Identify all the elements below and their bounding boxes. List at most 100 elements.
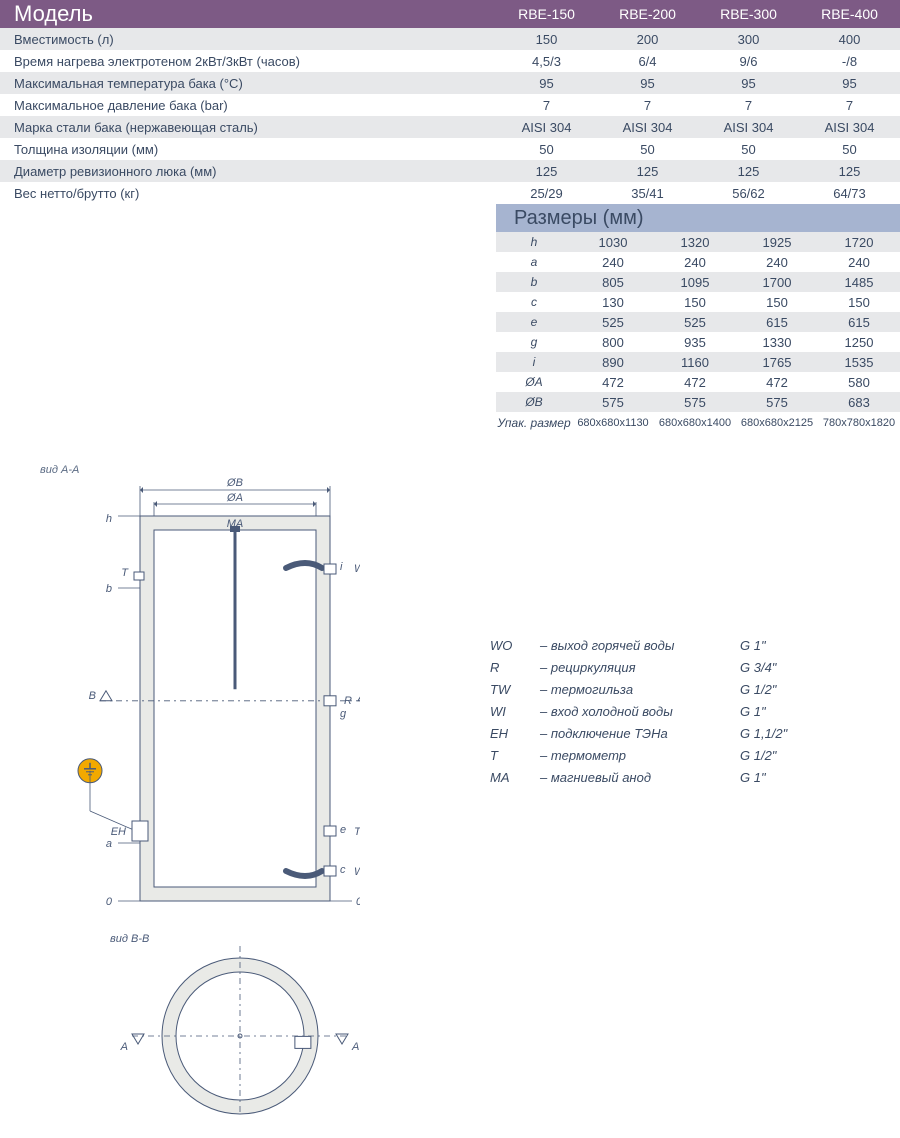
svg-text:g: g <box>340 708 347 720</box>
dims-cell: 1095 <box>654 275 736 290</box>
dims-cell: 683 <box>818 395 900 410</box>
spec-row: Толщина изоляции (мм)50505050 <box>0 138 900 160</box>
dims-cell: 1320 <box>654 235 736 250</box>
spec-cell: 95 <box>799 76 900 91</box>
dims-cell: 472 <box>736 375 818 390</box>
dims-cell: 150 <box>818 295 900 310</box>
svg-text:i: i <box>340 561 343 573</box>
legend-k: R <box>490 660 540 675</box>
dims-pack-cell: 780x780x1820 <box>818 417 900 429</box>
dims-cell: 240 <box>736 255 818 270</box>
diagram-column: вид A-A ØBØAMAhTbiWORgBBEHaeTWcWI00вид B… <box>0 464 360 1119</box>
spec-cell: 64/73 <box>799 186 900 201</box>
dims-table: Размеры (мм) h1030132019251720a240240240… <box>496 204 900 434</box>
dims-cell: 150 <box>736 295 818 310</box>
model-col-1: RBE-200 <box>597 6 698 22</box>
spec-row-label: Вместимость (л) <box>0 32 496 47</box>
svg-text:MA: MA <box>227 518 244 530</box>
dims-row: c130150150150 <box>496 292 900 312</box>
spec-cell: 50 <box>496 142 597 157</box>
dims-cell: 1925 <box>736 235 818 250</box>
legend-d: – выход горячей воды <box>540 638 740 653</box>
spec-cell: 35/41 <box>597 186 698 201</box>
spec-cell: 9/6 <box>698 54 799 69</box>
svg-text:A: A <box>351 1041 359 1053</box>
dims-row: b805109517001485 <box>496 272 900 292</box>
svg-text:A: A <box>120 1041 128 1053</box>
legend-k: TW <box>490 682 540 697</box>
dims-row: h1030132019251720 <box>496 232 900 252</box>
legend-k: EH <box>490 726 540 741</box>
legend-row: WO– выход горячей водыG 1" <box>490 634 900 656</box>
legend-t: G 1" <box>740 770 820 785</box>
dims-cell: 575 <box>572 395 654 410</box>
dims-cell: 472 <box>654 375 736 390</box>
spec-cell: 7 <box>496 98 597 113</box>
dims-cell: 1765 <box>736 355 818 370</box>
legend-row: WI– вход холодной водыG 1" <box>490 700 900 722</box>
spec-cell: 56/62 <box>698 186 799 201</box>
legend-t: G 1" <box>740 704 820 719</box>
dims-cell: 472 <box>572 375 654 390</box>
svg-text:e: e <box>340 824 346 836</box>
spec-cell: 300 <box>698 32 799 47</box>
dims-cell: 575 <box>654 395 736 410</box>
dims-body: h1030132019251720a240240240240b805109517… <box>496 232 900 434</box>
svg-text:EH: EH <box>111 826 126 838</box>
spec-cell: 50 <box>799 142 900 157</box>
spec-cell: 7 <box>698 98 799 113</box>
legend-t: G 1" <box>740 638 820 653</box>
spec-cell: 4,5/3 <box>496 54 597 69</box>
dims-row: ØB575575575683 <box>496 392 900 412</box>
dims-cell: 800 <box>572 335 654 350</box>
svg-text:R: R <box>344 695 352 707</box>
legend-d: – рециркуляция <box>540 660 740 675</box>
spec-cell: AISI 304 <box>799 120 900 135</box>
dims-key: h <box>496 235 572 249</box>
spec-row: Максимальное давление бака (bar)7777 <box>0 94 900 116</box>
dims-pack-cell: 680x680x2125 <box>736 417 818 429</box>
svg-text:B: B <box>89 690 96 702</box>
dims-cell: 240 <box>572 255 654 270</box>
dims-row: e525525615615 <box>496 312 900 332</box>
dims-key: g <box>496 335 572 349</box>
dims-pack-label: Упак. размер <box>496 416 572 430</box>
dims-cell: 580 <box>818 375 900 390</box>
dims-cell: 525 <box>572 315 654 330</box>
dims-key: ØA <box>496 375 572 389</box>
dims-cell: 1485 <box>818 275 900 290</box>
spec-cell: AISI 304 <box>698 120 799 135</box>
spec-table-body: Вместимость (л)150200300400Время нагрева… <box>0 28 900 204</box>
spec-header-label: Модель <box>0 1 496 27</box>
model-col-2: RBE-300 <box>698 6 799 22</box>
spec-header: Модель RBE-150 RBE-200 RBE-300 RBE-400 <box>0 0 900 28</box>
spec-cell: 125 <box>496 164 597 179</box>
dims-cell: 1330 <box>736 335 818 350</box>
dims-key: i <box>496 355 572 369</box>
dims-cell: 150 <box>654 295 736 310</box>
legend-d: – термометр <box>540 748 740 763</box>
spec-cell: -/8 <box>799 54 900 69</box>
svg-text:T: T <box>121 567 129 579</box>
dims-cell: 1250 <box>818 335 900 350</box>
legend-body: WO– выход горячей водыG 1"R– рециркуляци… <box>490 634 900 788</box>
spec-row-label: Максимальное давление бака (bar) <box>0 98 496 113</box>
dims-pack-row: Упак. размер680x680x1130680x680x1400680x… <box>496 412 900 434</box>
spec-row-label: Вес нетто/брутто (кг) <box>0 186 496 201</box>
legend-row: T– термометрG 1/2" <box>490 744 900 766</box>
bottom-section: вид A-A ØBØAMAhTbiWORgBBEHaeTWcWI00вид B… <box>0 464 900 1119</box>
spec-row-label: Максимальная температура бака (°С) <box>0 76 496 91</box>
legend-column: WO– выход горячей водыG 1"R– рециркуляци… <box>360 464 900 1119</box>
spec-cell: 7 <box>597 98 698 113</box>
spec-row-label: Время нагрева электротеном 2кВт/3кВт (ча… <box>0 54 496 69</box>
legend-k: WO <box>490 638 540 653</box>
legend-t: G 1/2" <box>740 748 820 763</box>
spec-cell: 125 <box>597 164 698 179</box>
spec-cell: 150 <box>496 32 597 47</box>
svg-text:b: b <box>106 583 112 595</box>
dims-header: Размеры (мм) <box>496 204 900 232</box>
svg-text:вид B-B: вид B-B <box>110 933 149 945</box>
dims-cell: 890 <box>572 355 654 370</box>
dims-cell: 240 <box>818 255 900 270</box>
dims-cell: 240 <box>654 255 736 270</box>
